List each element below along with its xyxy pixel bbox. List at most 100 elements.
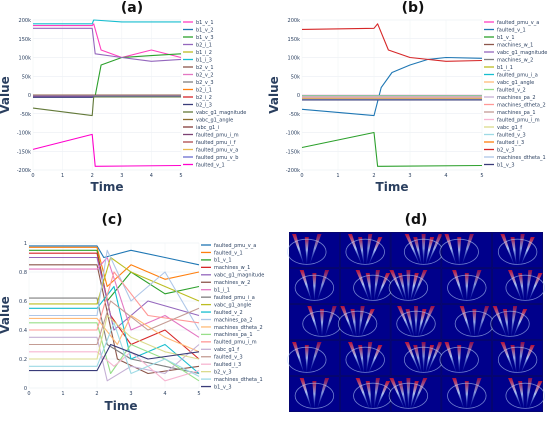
- series-line-faulted_pmu_i_a: [29, 297, 200, 375]
- legend-entry: b2_v_3: [214, 369, 232, 375]
- legend-entry: faulted_v_2: [214, 310, 243, 316]
- series-line-faulted_pmu_v_a: [29, 245, 200, 266]
- legend-entry: b1_v_1: [214, 258, 232, 264]
- y-tick-label: 0: [24, 386, 27, 392]
- legend-entry: machines_dtheta_2: [497, 102, 546, 108]
- x-tick-label: 1: [61, 391, 64, 397]
- legend-entry: b1_v_1: [497, 35, 515, 41]
- heatmap-cell: [439, 232, 492, 268]
- legend-entry: faulted_pmu_v_a: [214, 243, 256, 249]
- legend-entry: b1_v_3: [497, 162, 515, 168]
- heatmap-cell: [441, 376, 492, 412]
- x-axis-label: Time: [91, 180, 124, 194]
- series-line-b1_v_3: [29, 343, 200, 372]
- legend-entry: machines_pa_1: [497, 110, 536, 116]
- y-tick-label: 0.8: [19, 270, 27, 276]
- y-tick-label: -200k: [286, 168, 300, 174]
- heatmap-cell: [390, 304, 442, 340]
- series-line-vabc_g1_magnitude: [29, 256, 200, 331]
- legend-entry: faulted_v_1: [196, 162, 225, 168]
- x-tick-label: 2: [372, 173, 375, 179]
- legend-entry: vabc_g1_f: [214, 347, 239, 353]
- y-tick-label: -150k: [286, 149, 300, 155]
- legend-entry: faulted_pmu_i_m: [497, 117, 540, 123]
- series-line-vabc_g1_angle: [29, 256, 200, 305]
- legend-entry: faulted_pmu_i_m: [196, 132, 239, 138]
- legend-entry: faulted_i_3: [497, 140, 524, 146]
- x-tick-label: 3: [408, 173, 411, 179]
- x-axis-label: Time: [105, 399, 138, 413]
- panel-label: (c): [101, 212, 122, 228]
- series-line-b2_v_3: [29, 314, 200, 360]
- x-tick-label: 0: [27, 391, 30, 397]
- y-tick-label: 150k: [19, 37, 32, 43]
- series-line-faulted_v_2: [29, 285, 200, 374]
- y-tick-label: 150k: [288, 37, 301, 43]
- heatmap-cell: [340, 268, 393, 304]
- heatmap-cell: [490, 304, 543, 340]
- legend-entry: faulted_v_1: [497, 27, 526, 33]
- x-tick-label: 4: [150, 173, 153, 179]
- series-line-machines_dtheta_2: [29, 314, 200, 353]
- legend-entry: vabc_g1_magnitude: [497, 50, 547, 56]
- legend-entry: b2_i_1: [196, 42, 212, 48]
- heatmap-cell: [287, 340, 340, 376]
- y-tick-label: 0.4: [19, 328, 27, 334]
- series-line-faulted_v_3: [29, 300, 200, 346]
- x-tick-label: 1: [61, 173, 64, 179]
- heatmap-cell: [390, 232, 444, 268]
- legend-entry: b1_i_1: [497, 65, 513, 71]
- series-line-faulted_pmu_i_m: [29, 271, 200, 331]
- x-tick-label: 1: [336, 173, 339, 179]
- heatmap-cell: [441, 304, 495, 340]
- legend-entry: faulted_pmu_v_a: [196, 147, 238, 153]
- legend-entry: b1_v_3: [196, 35, 214, 41]
- heatmap-cell: [492, 376, 545, 412]
- series-line-machines_w_1: [29, 252, 200, 360]
- legend-entry: b1_v_1: [196, 20, 214, 26]
- heatmap-cell: [492, 232, 543, 268]
- legend-entry: machines_dtheta_1: [497, 155, 546, 161]
- legend-entry: b1_i_3: [196, 57, 212, 63]
- legend-entry: vabc_g1_magnitude: [214, 273, 264, 279]
- legend-entry: b2_v_1: [196, 65, 214, 71]
- panel-label: (d): [405, 212, 428, 228]
- y-tick-label: 0: [297, 93, 300, 99]
- heatmap-cell: [289, 376, 340, 412]
- y-tick-label: 0.6: [19, 299, 27, 305]
- y-axis-label: Value: [0, 296, 12, 334]
- legend-entry: b1_i_2: [196, 50, 212, 56]
- legend-entry: vabc_g1_angle: [497, 80, 534, 86]
- x-tick-label: 0: [31, 173, 34, 179]
- x-tick-label: 3: [120, 173, 123, 179]
- legend-entry: machines_w_1: [497, 42, 533, 48]
- y-tick-label: 1: [24, 241, 27, 247]
- y-tick-label: 0.2: [19, 357, 27, 363]
- legend-entry: iabc_g1_i: [196, 125, 219, 131]
- x-axis-label: Time: [376, 180, 409, 194]
- y-tick-label: 200k: [288, 18, 301, 24]
- legend-entry: machines_w_1: [214, 265, 250, 271]
- legend-entry: faulted_v_3: [214, 355, 243, 361]
- legend-entry: faulted_pmu_v_a: [497, 20, 539, 26]
- y-tick-label: 200k: [19, 18, 32, 24]
- y-tick-label: 50k: [22, 74, 31, 80]
- legend-entry: faulted_v_2: [497, 87, 526, 93]
- series-line-faulted_i_3: [29, 351, 200, 382]
- series-line-faulted_v_1: [32, 133, 182, 167]
- heatmap-cell: [388, 268, 442, 304]
- panel-2: (c) 1 0.8 0.6 0.4 0.2 00 1 2 3 4 5 Time Value faulted_…: [0, 212, 264, 413]
- heatmap-cell: [289, 304, 342, 340]
- legend-entry: machines_dtheta_1: [214, 377, 263, 383]
- legend-entry: b2_i_1: [196, 87, 212, 93]
- y-tick-label: -50k: [20, 112, 31, 118]
- legend-entry: b2_v_2: [196, 72, 214, 78]
- legend-entry: b2_i_2: [196, 95, 212, 101]
- x-tick-label: 0: [300, 173, 303, 179]
- y-axis-label: Value: [267, 76, 281, 114]
- legend-entry: faulted_pmu_i_a: [497, 72, 538, 78]
- heatmap-cell: [492, 340, 543, 376]
- legend-entry: vabc_g1_magnitude: [196, 110, 246, 116]
